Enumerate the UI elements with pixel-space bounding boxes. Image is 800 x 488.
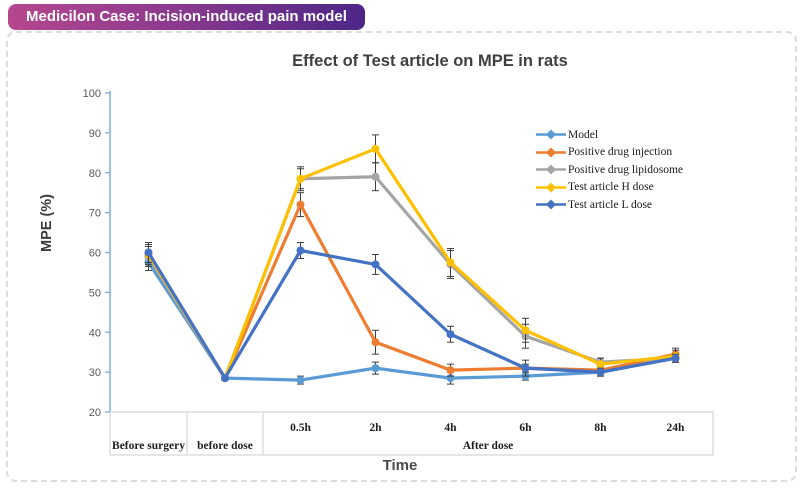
legend-item: Positive drug injection [536, 144, 683, 162]
y-tick-label: 40 [89, 327, 101, 339]
legend-item: Test article H dose [536, 179, 683, 197]
data-point-marker [371, 260, 380, 269]
data-point-marker [446, 258, 455, 267]
y-tick-label: 30 [89, 367, 101, 379]
y-tick-label: 80 [89, 168, 101, 180]
legend-label: Test article L dose [568, 198, 653, 211]
legend-line-marker-icon [536, 182, 566, 193]
header-badge-label: Medicilon Case: Incision-induced pain mo… [26, 8, 347, 25]
data-point-marker [596, 368, 605, 377]
y-tick-label: 60 [89, 248, 101, 260]
legend-line-marker-icon [536, 199, 566, 210]
series-line [146, 203, 678, 380]
legend-item: Test article L dose [536, 196, 683, 214]
series-line [146, 248, 678, 380]
data-point-marker [446, 366, 455, 375]
x-sub-label: 4h [444, 422, 457, 434]
data-point-marker [296, 246, 305, 255]
data-point-marker [296, 376, 305, 385]
legend-item: Model [536, 126, 683, 144]
x-sub-label: 0.5h [290, 422, 311, 434]
legend-line-marker-icon [536, 147, 566, 158]
y-tick-label: 50 [89, 287, 101, 299]
y-tick-label: 20 [89, 407, 101, 419]
legend-label: Positive drug lipidosome [568, 163, 683, 176]
data-point-marker [221, 374, 229, 383]
x-axis-title: Time [382, 457, 418, 474]
data-point-marker [371, 144, 380, 153]
data-point-marker [371, 172, 380, 181]
data-point-marker [596, 360, 605, 369]
legend-item: Positive drug lipidosome [536, 161, 683, 179]
x-sub-label: 6h [519, 422, 532, 434]
legend-label: Test article H dose [568, 181, 654, 194]
y-tick-label: 90 [89, 128, 101, 140]
x-sub-label: 8h [594, 422, 607, 434]
x-group-label: Before surgery [112, 440, 185, 452]
data-point-marker [296, 200, 305, 209]
data-point-marker [446, 330, 455, 339]
dashed-frame-border [6, 31, 797, 482]
data-point-marker [521, 364, 530, 373]
data-point-marker [144, 248, 153, 257]
legend-line-marker-icon [536, 164, 566, 175]
data-point-marker [371, 338, 380, 347]
legend-label: Positive drug injection [568, 146, 673, 159]
data-point-marker [671, 354, 680, 363]
legend-label: Model [568, 128, 599, 141]
x-group-label: before dose [197, 440, 253, 452]
chart-title: Effect of Test article on MPE in rats [292, 52, 568, 70]
x-sub-label: 2h [369, 422, 382, 434]
series-line [146, 147, 678, 380]
data-point-marker [371, 364, 380, 373]
y-tick-label: 100 [83, 88, 101, 100]
data-point-marker [296, 174, 305, 183]
data-point-marker [521, 326, 530, 335]
header-badge: Medicilon Case: Incision-induced pain mo… [8, 4, 365, 30]
x-group-label: After dose [463, 440, 514, 452]
legend: Model Positive drug injection Positive dru… [536, 126, 683, 214]
legend-line-marker-icon [536, 129, 566, 140]
x-sub-label: 24h [667, 422, 686, 434]
y-tick-label: 70 [89, 208, 101, 220]
